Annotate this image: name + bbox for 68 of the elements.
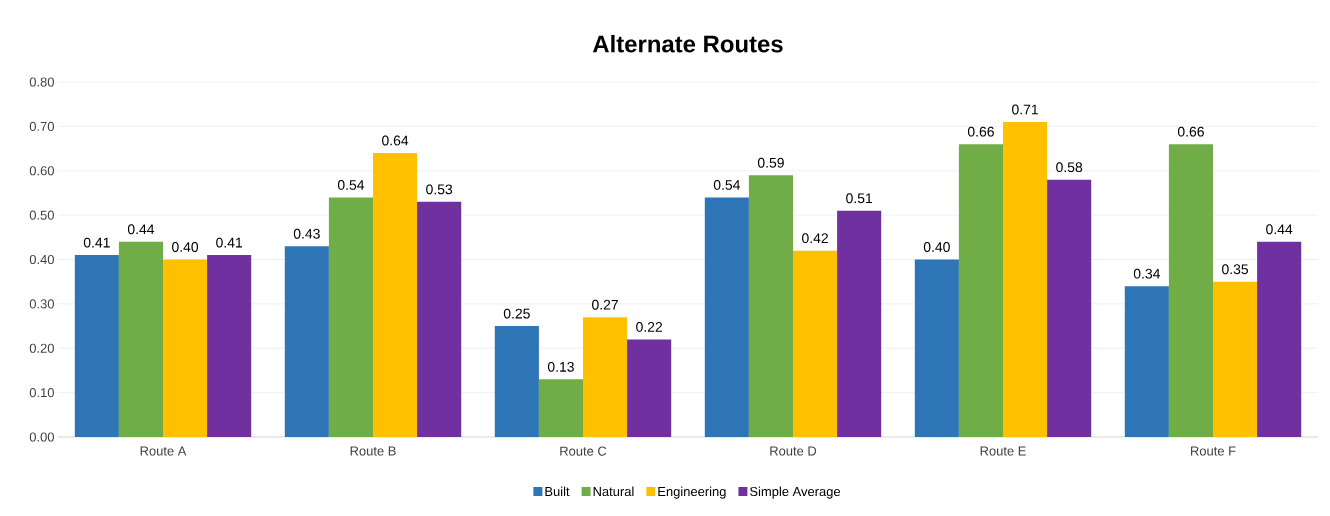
bar [1168, 144, 1213, 437]
bar [958, 144, 1003, 437]
legend-label: Simple Average [750, 486, 841, 499]
bar [417, 201, 462, 437]
y-tick-label: 0.00 [29, 432, 54, 442]
bar [284, 246, 329, 437]
data-label: 0.42 [802, 233, 828, 244]
x-tick-label: Route D [770, 446, 817, 456]
y-tick-label: 0.20 [29, 343, 54, 353]
data-label: 0.66 [967, 126, 994, 137]
data-label: 0.13 [547, 361, 574, 372]
bar [494, 326, 539, 437]
data-label: 0.66 [1177, 126, 1204, 137]
data-label: 0.71 [1012, 104, 1038, 115]
x-tick-label: Route E [980, 446, 1026, 456]
bar [1257, 241, 1302, 437]
bar [704, 197, 749, 437]
data-label: 0.27 [592, 299, 618, 310]
y-tick-label: 0.60 [29, 166, 54, 176]
y-tick-label: 0.40 [29, 254, 54, 265]
data-label: 0.54 [337, 179, 365, 190]
data-label: 0.54 [713, 179, 741, 190]
data-label: 0.51 [846, 193, 873, 204]
data-label: 0.64 [382, 135, 409, 146]
chart-title: Alternate Routes [592, 34, 783, 53]
x-tick-label: Route B [350, 446, 396, 456]
data-label: 0.35 [1222, 264, 1249, 275]
bar [748, 175, 793, 437]
bar [538, 379, 583, 437]
data-label: 0.59 [757, 157, 784, 168]
legend-label: Natural [593, 486, 634, 497]
bar [1213, 281, 1258, 437]
y-tick-label: 0.70 [29, 121, 54, 131]
data-label: 0.40 [923, 242, 950, 252]
y-tick-label: 0.30 [29, 299, 54, 309]
data-label: 0.44 [127, 224, 155, 235]
bar [1003, 121, 1048, 437]
bar [1047, 179, 1092, 437]
bar [207, 255, 252, 437]
y-tick-label: 0.80 [29, 77, 54, 87]
data-label: 0.44 [1266, 224, 1293, 235]
bar [583, 317, 628, 437]
data-label: 0.41 [216, 237, 243, 248]
bar [163, 259, 208, 437]
data-label: 0.34 [1133, 268, 1161, 279]
data-label: 0.53 [426, 184, 453, 195]
x-tick-label: Route A [140, 446, 187, 456]
bar [837, 210, 882, 437]
bar [74, 255, 119, 437]
y-tick-label: 0.50 [29, 210, 54, 220]
bar [914, 259, 959, 437]
data-label: 0.40 [172, 242, 199, 252]
bar [118, 241, 163, 437]
bar [793, 250, 838, 437]
x-tick-label: Route F [1191, 446, 1236, 456]
bar [373, 153, 418, 437]
data-label: 0.25 [503, 308, 530, 319]
legend-label: Built [545, 486, 570, 497]
y-tick-label: 0.10 [29, 388, 54, 398]
data-label: 0.41 [83, 237, 110, 248]
data-label: 0.43 [293, 228, 320, 239]
bar [627, 339, 672, 437]
legend-label: Engineering [658, 486, 726, 499]
data-label: 0.22 [636, 321, 663, 332]
x-tick-label: Route C [560, 446, 607, 456]
data-label: 0.58 [1056, 162, 1083, 173]
bar [328, 197, 373, 437]
bar [1124, 286, 1169, 437]
